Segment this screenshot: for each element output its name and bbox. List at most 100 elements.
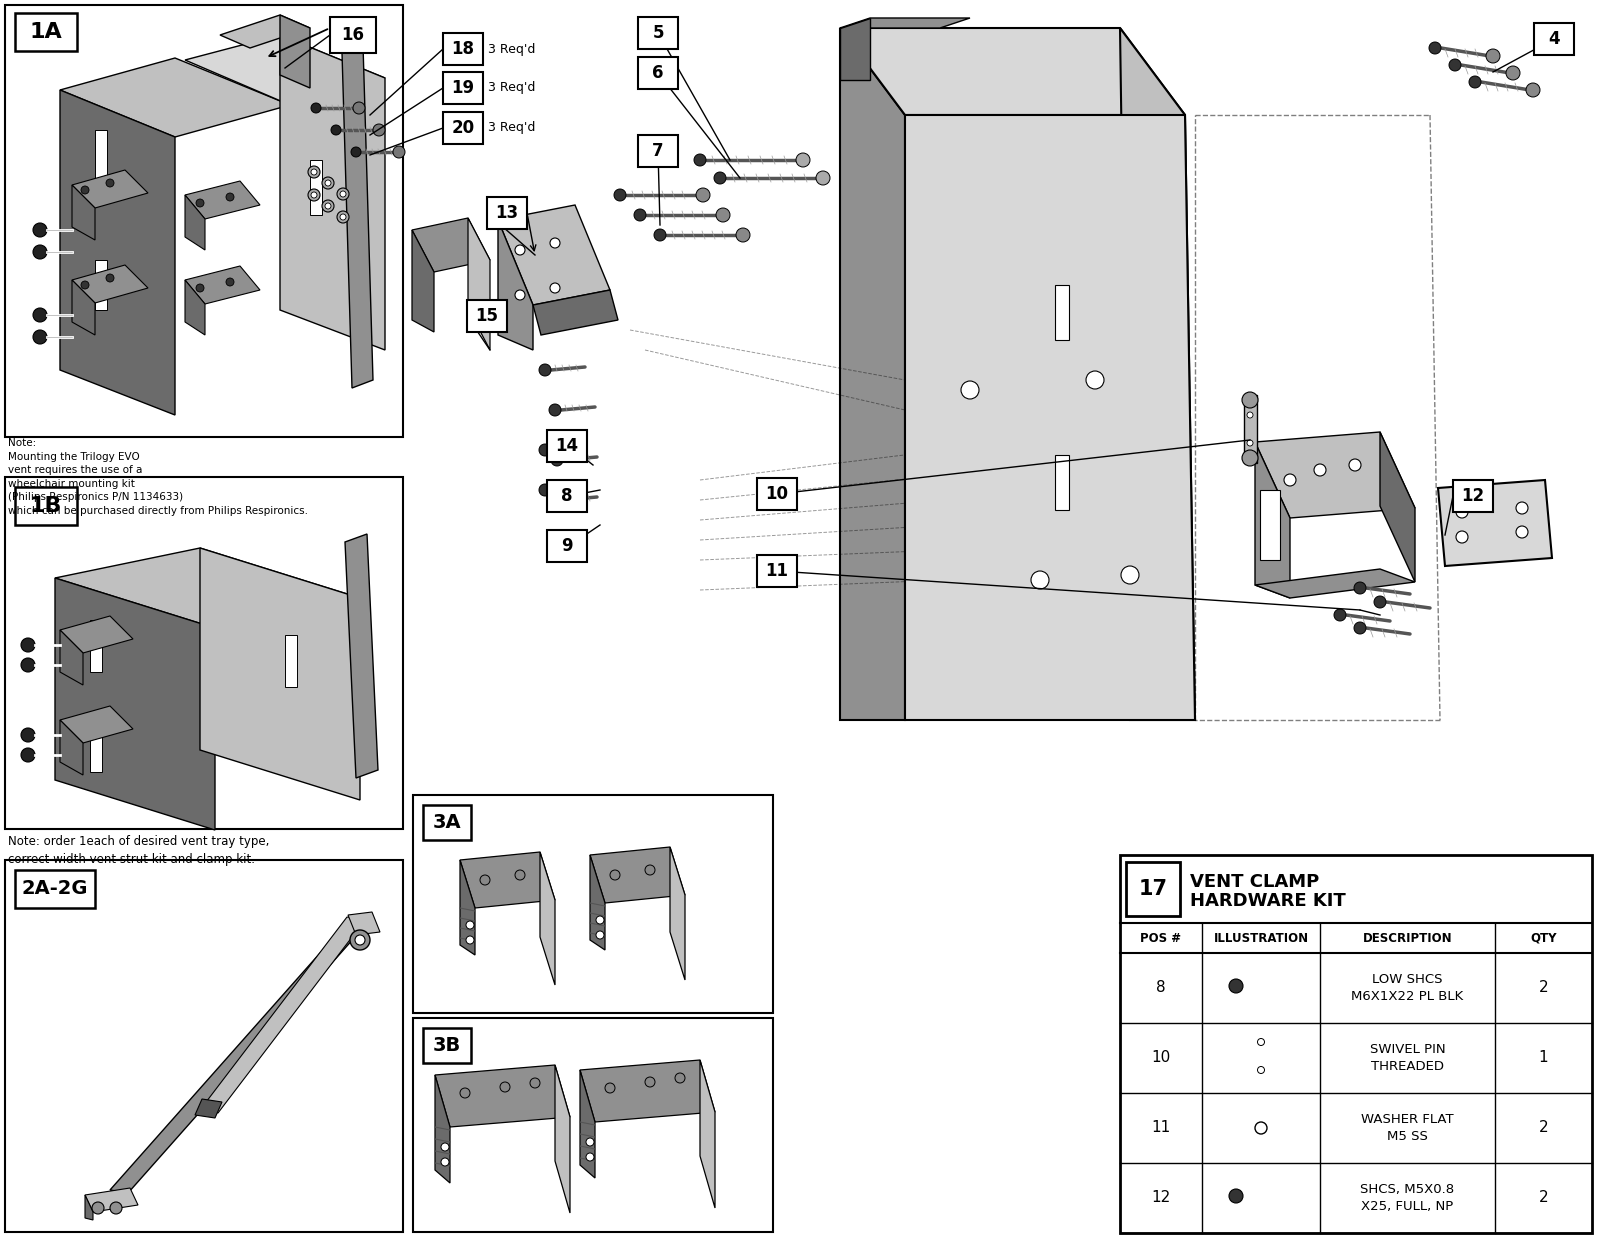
Text: 7: 7 (653, 142, 664, 160)
Circle shape (675, 1072, 685, 1084)
Polygon shape (413, 230, 434, 332)
Text: LOW SHCS
M6X1X22 PL BLK: LOW SHCS M6X1X22 PL BLK (1352, 974, 1464, 1003)
Polygon shape (61, 90, 174, 414)
Text: 3 Req'd: 3 Req'd (488, 121, 536, 135)
Text: 1B: 1B (30, 496, 62, 516)
Polygon shape (280, 35, 386, 350)
Circle shape (1349, 459, 1362, 471)
Circle shape (338, 212, 349, 223)
Circle shape (34, 245, 46, 259)
Circle shape (1374, 596, 1386, 609)
Circle shape (1429, 42, 1442, 54)
Circle shape (226, 193, 234, 200)
Bar (413, 1018, 773, 1232)
Text: 3 Req'd: 3 Req'd (488, 82, 536, 94)
Circle shape (195, 199, 205, 207)
Circle shape (550, 283, 560, 293)
Circle shape (1242, 392, 1258, 408)
Circle shape (325, 181, 331, 186)
Bar (547, 529, 587, 562)
Text: 4: 4 (1549, 30, 1560, 48)
Bar (638, 17, 678, 49)
Bar (330, 17, 376, 53)
Circle shape (634, 209, 646, 221)
Circle shape (1354, 622, 1366, 635)
Circle shape (1283, 474, 1296, 486)
Polygon shape (435, 1065, 570, 1127)
Text: WASHER FLAT
M5 SS: WASHER FLAT M5 SS (1362, 1113, 1454, 1143)
Bar (486, 197, 526, 229)
Polygon shape (840, 19, 870, 80)
Circle shape (717, 208, 730, 221)
Polygon shape (280, 15, 310, 88)
Bar (422, 805, 470, 840)
Text: ILLUSTRATION: ILLUSTRATION (1213, 931, 1309, 945)
Bar (1054, 285, 1069, 340)
Text: 6: 6 (653, 64, 664, 82)
Bar (757, 477, 797, 510)
Text: 1A: 1A (30, 22, 62, 42)
Circle shape (515, 245, 525, 255)
Bar (5, 477, 403, 829)
Circle shape (21, 729, 35, 742)
Polygon shape (54, 578, 214, 830)
Circle shape (1030, 571, 1050, 589)
Circle shape (1354, 581, 1366, 594)
Circle shape (530, 1077, 541, 1089)
Circle shape (515, 870, 525, 880)
Circle shape (339, 214, 346, 220)
Text: 3 Req'd: 3 Req'd (488, 42, 536, 56)
Text: HARDWARE KIT: HARDWARE KIT (1190, 892, 1346, 910)
Circle shape (549, 404, 562, 416)
Text: 3B: 3B (434, 1037, 461, 1055)
Polygon shape (72, 186, 94, 240)
Polygon shape (195, 1098, 222, 1118)
Polygon shape (61, 706, 133, 743)
Text: Note: order 1each of desired vent tray type,
correct width vent strut kit and cl: Note: order 1each of desired vent tray t… (8, 835, 269, 866)
Polygon shape (186, 266, 259, 304)
Circle shape (106, 179, 114, 187)
Circle shape (645, 865, 654, 875)
Circle shape (586, 1153, 594, 1162)
Polygon shape (72, 265, 147, 303)
Circle shape (816, 171, 830, 186)
Circle shape (310, 192, 317, 198)
Circle shape (1456, 531, 1469, 543)
Bar (5, 5, 403, 437)
Text: SWIVEL PIN
THREADED: SWIVEL PIN THREADED (1370, 1043, 1445, 1072)
Text: 19: 19 (451, 79, 475, 96)
Polygon shape (1120, 28, 1195, 720)
Bar (443, 113, 483, 143)
Circle shape (1486, 49, 1501, 63)
Polygon shape (342, 45, 373, 388)
Bar (1261, 490, 1280, 560)
Circle shape (550, 454, 563, 466)
Circle shape (331, 125, 341, 135)
Circle shape (322, 200, 334, 212)
Circle shape (1314, 464, 1326, 476)
Circle shape (539, 364, 550, 376)
Polygon shape (346, 534, 378, 778)
Polygon shape (533, 289, 618, 335)
Polygon shape (498, 205, 610, 306)
Text: 20: 20 (451, 119, 475, 137)
Circle shape (1258, 1066, 1264, 1074)
Polygon shape (72, 169, 147, 208)
Text: 12: 12 (1461, 487, 1485, 505)
Text: 10: 10 (1152, 1050, 1171, 1065)
Circle shape (595, 931, 605, 939)
Circle shape (1456, 506, 1469, 518)
Circle shape (1086, 371, 1104, 388)
Polygon shape (186, 280, 205, 335)
Polygon shape (186, 195, 205, 250)
Circle shape (307, 189, 320, 200)
Polygon shape (200, 917, 365, 1113)
Bar (1126, 862, 1181, 917)
Bar (443, 72, 483, 104)
Polygon shape (461, 852, 555, 908)
Circle shape (1469, 75, 1482, 88)
Polygon shape (61, 58, 290, 137)
Polygon shape (579, 1070, 595, 1178)
Text: 11: 11 (765, 562, 789, 580)
Circle shape (539, 444, 550, 456)
